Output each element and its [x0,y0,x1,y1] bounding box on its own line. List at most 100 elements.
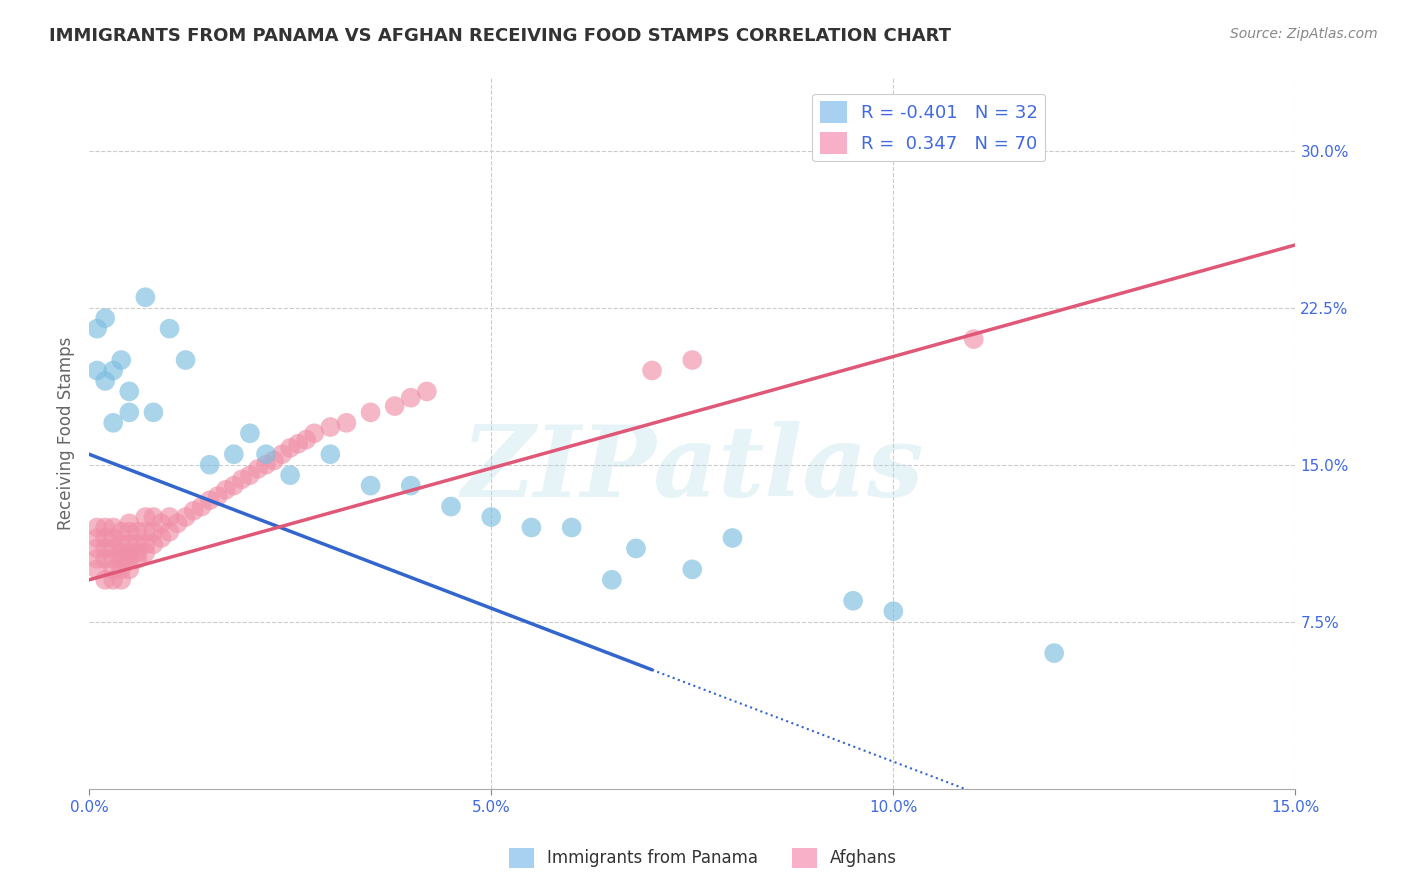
Point [254,458,277,472]
Point [399,478,422,492]
Point [110,524,132,539]
Point [239,468,262,483]
Point [103,363,125,377]
Point [118,384,141,399]
Text: IMMIGRANTS FROM PANAMA VS AFGHAN RECEIVING FOOD STAMPS CORRELATION CHART: IMMIGRANTS FROM PANAMA VS AFGHAN RECEIVI… [49,27,952,45]
Point [94,552,117,566]
Point [86,321,108,335]
Point [882,604,904,618]
Point [134,510,156,524]
Point [110,573,132,587]
Point [142,524,165,539]
Point [183,504,205,518]
Point [127,524,149,539]
Point [118,546,141,560]
Point [103,531,125,545]
Point [118,537,141,551]
Point [600,573,623,587]
Point [681,562,703,576]
Point [263,453,285,467]
Legend: Immigrants from Panama, Afghans: Immigrants from Panama, Afghans [502,841,904,875]
Point [118,552,141,566]
Point [641,363,664,377]
Point [103,416,125,430]
Point [103,541,125,556]
Point [1043,646,1066,660]
Point [94,374,117,388]
Point [86,562,108,576]
Point [118,405,141,419]
Point [86,363,108,377]
Point [166,516,188,531]
Point [198,493,221,508]
Point [222,447,245,461]
Point [842,593,865,607]
Point [134,524,156,539]
Point [103,552,125,566]
Point [681,353,703,368]
Point [239,426,262,441]
Point [150,531,173,545]
Point [254,447,277,461]
Point [127,552,149,566]
Point [103,562,125,576]
Point [94,541,117,556]
Point [118,524,141,539]
Point [86,531,108,545]
Point [624,541,647,556]
Point [118,562,141,576]
Point [134,290,156,304]
Point [142,537,165,551]
Point [561,520,583,534]
Point [721,531,744,545]
Point [384,399,406,413]
Point [399,391,422,405]
Point [94,573,117,587]
Point [94,311,117,326]
Point [150,516,173,531]
Point [335,416,357,430]
Point [278,468,301,483]
Text: ZIPatlas: ZIPatlas [461,421,924,517]
Point [287,436,309,450]
Point [110,546,132,560]
Point [159,510,181,524]
Point [86,520,108,534]
Point [416,384,439,399]
Point [159,321,181,335]
Point [319,420,342,434]
Point [103,520,125,534]
Point [278,441,301,455]
Point [103,573,125,587]
Point [134,537,156,551]
Point [110,562,132,576]
Point [231,472,253,486]
Point [207,489,229,503]
Point [86,541,108,556]
Point [134,546,156,560]
Point [479,510,502,524]
Point [142,405,165,419]
Point [222,478,245,492]
Point [94,520,117,534]
Point [360,405,382,419]
Point [190,500,212,514]
Point [118,516,141,531]
Point [110,353,132,368]
Point [963,332,986,346]
Point [94,531,117,545]
Point [127,537,149,551]
Point [198,458,221,472]
Point [110,537,132,551]
Point [271,447,294,461]
Point [127,546,149,560]
Point [319,447,342,461]
Point [86,552,108,566]
Point [174,510,197,524]
Point [520,520,543,534]
Point [159,524,181,539]
Point [295,433,318,447]
Point [246,462,269,476]
Point [110,552,132,566]
Point [360,478,382,492]
